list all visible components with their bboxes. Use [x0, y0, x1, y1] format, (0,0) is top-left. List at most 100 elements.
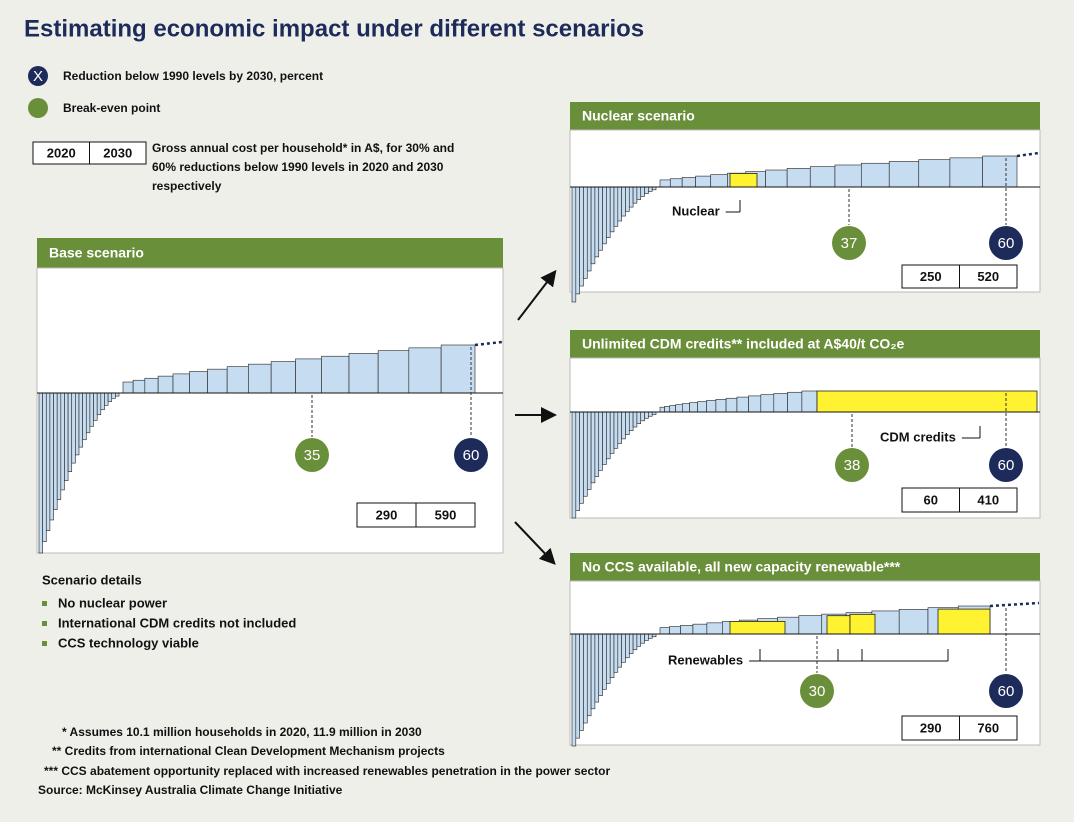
cost: 760 — [977, 720, 999, 735]
panel-header — [570, 553, 1040, 581]
curve-bar — [226, 366, 249, 394]
cost: 290 — [920, 720, 942, 735]
bullet — [42, 601, 47, 606]
curve-bar — [579, 411, 584, 504]
callout-label: CDM credits — [880, 429, 956, 444]
curve-bar — [82, 392, 87, 441]
curve-bar — [773, 393, 788, 413]
curve-bar — [644, 186, 649, 194]
curve-bar — [590, 633, 596, 710]
details-item: International CDM credits not included — [58, 615, 296, 630]
panel-title: Unlimited CDM credits** included at A$40… — [582, 336, 905, 352]
curve-bar — [625, 633, 630, 659]
curve-bar — [860, 162, 890, 188]
curve-bar — [602, 411, 607, 465]
curve-bar — [669, 405, 676, 413]
curve-bar — [71, 392, 76, 464]
curve-bar — [104, 392, 109, 406]
breakeven-circle — [800, 674, 834, 708]
curve-bar — [594, 633, 600, 703]
highlight-bar — [849, 613, 876, 635]
curve-bar — [644, 411, 649, 419]
curve-bar — [697, 401, 707, 413]
highlight-bar — [729, 621, 786, 635]
cost: 520 — [977, 269, 999, 284]
curve-bar — [590, 186, 596, 265]
details-item: CCS technology viable — [58, 635, 199, 650]
panel-title: Base scenario — [49, 245, 144, 261]
curve-bar — [765, 169, 788, 188]
title: Estimating economic impact under differe… — [24, 15, 644, 42]
breakeven-value: 38 — [844, 457, 861, 474]
curve-bar — [586, 633, 592, 717]
curve-bar — [606, 411, 611, 460]
curve-bar — [64, 392, 69, 481]
reduction-marker — [28, 66, 48, 86]
breakeven-marker — [28, 98, 48, 118]
curve-bar — [111, 392, 116, 399]
curve-bar — [49, 392, 54, 521]
panel-title: Nuclear scenario — [582, 108, 695, 124]
highlight-bar — [729, 173, 758, 188]
curve-bar — [617, 633, 622, 668]
curve-bar — [640, 186, 645, 197]
curve-bar — [632, 633, 638, 651]
curve-bar — [85, 392, 91, 434]
curve-bar — [640, 411, 645, 422]
curve-bar — [628, 411, 634, 431]
curve-bar — [100, 392, 105, 411]
curve-bar — [834, 164, 862, 188]
reduction-circle — [989, 674, 1023, 708]
curve-bar — [632, 186, 638, 204]
curve-bar — [78, 392, 83, 448]
curve-bar — [440, 344, 476, 394]
curve-bar — [648, 633, 653, 639]
reduction-circle — [989, 448, 1023, 482]
curve-bar — [801, 390, 818, 413]
callout-label: Nuclear — [672, 203, 720, 218]
curve-bar — [710, 174, 728, 188]
curve-bar — [598, 633, 603, 696]
curve-bar — [579, 186, 584, 287]
curve-bar — [606, 186, 611, 238]
curve-bar — [621, 633, 626, 663]
curve-bar — [45, 392, 51, 531]
curve-bar — [689, 402, 698, 413]
curve-bar — [636, 633, 642, 647]
breakeven-circle — [835, 448, 869, 482]
arrow — [514, 521, 556, 565]
footnote: *** CCS abatement opportunity replaced w… — [44, 764, 610, 778]
curve-bar — [583, 633, 588, 724]
reduction-circle — [989, 226, 1023, 260]
curve-bar — [798, 615, 823, 635]
curve-bar — [189, 371, 208, 394]
curve-bar — [659, 406, 665, 413]
curve-bar — [56, 392, 62, 500]
legend-label: Break-even point — [63, 101, 160, 115]
cost: 2020 — [47, 145, 76, 160]
reduction-value: 60 — [463, 447, 480, 464]
legend-desc: Gross annual cost per household* in A$, … — [152, 141, 454, 155]
curve-bar — [42, 392, 47, 542]
curve-bar — [598, 411, 603, 471]
curve-bar — [715, 399, 727, 413]
curve-bar — [270, 361, 296, 394]
curve-bar — [628, 633, 634, 654]
breakeven-value: 30 — [809, 683, 826, 700]
curve-bar — [898, 609, 929, 635]
curve-bar — [575, 633, 580, 739]
reduction-circle — [454, 438, 488, 472]
curve-bar — [786, 168, 811, 188]
panel-header — [570, 102, 1040, 130]
curve-bar — [67, 392, 73, 472]
curve-bar — [122, 381, 134, 394]
curve-bar — [682, 403, 690, 413]
legend-desc: 60% reductions below 1990 levels in 2020… — [152, 160, 444, 174]
curve-bar — [172, 373, 190, 394]
continuation — [1016, 151, 1040, 158]
curve-bar — [590, 411, 596, 484]
arrow — [517, 269, 557, 321]
curve-bar — [640, 633, 645, 644]
reduction-value: 60 — [998, 683, 1015, 700]
